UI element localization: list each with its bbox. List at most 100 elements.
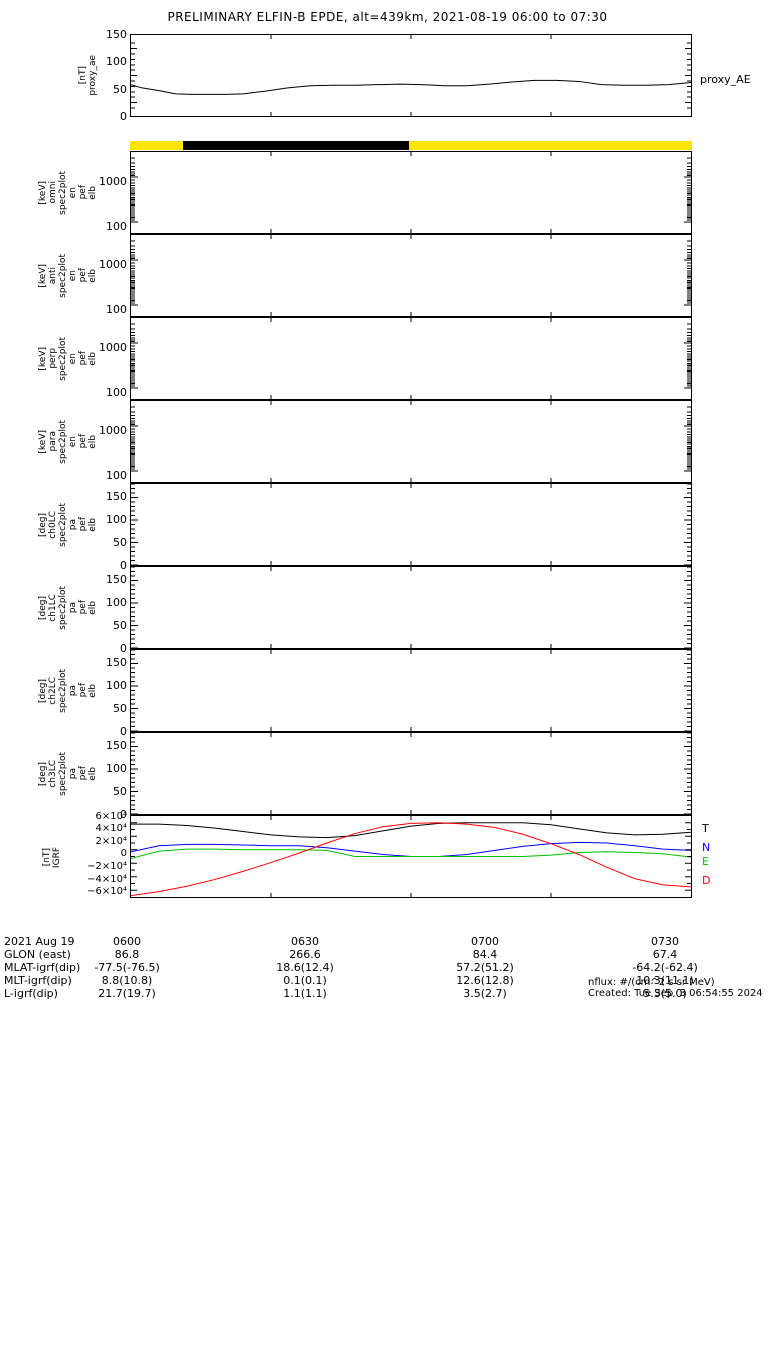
- ylabel-line: pa: [68, 601, 78, 614]
- footer-units: nflux: #/(cm^2 s sr MeV): [588, 977, 715, 988]
- proxy-ae-plot: [131, 35, 691, 116]
- ylabel-line: spec2plot: [58, 751, 68, 796]
- ylabel-line: perp: [48, 348, 58, 369]
- panel-axes: [131, 733, 691, 814]
- panel-en-omni: [130, 151, 692, 234]
- panel-label-proxy-ae: proxy_ae [nT]: [68, 33, 108, 118]
- ytick-label: 0: [120, 808, 127, 821]
- mlt-0630: 0.1(0.1): [283, 974, 327, 987]
- row-label-mlt: MLT-igrf(dip): [4, 974, 72, 987]
- page-title: PRELIMINARY ELFIN-B EPDE, alt=439km, 202…: [167, 10, 608, 24]
- row-label-glon: GLON (east): [4, 948, 71, 961]
- ytick-label: 50: [113, 619, 127, 632]
- data-availability-bar: [130, 141, 692, 150]
- ylabel-line: pa: [68, 767, 78, 780]
- legend-item-e: E: [702, 855, 709, 868]
- ylabel-line: pef: [78, 185, 88, 200]
- ylabel-line: en: [68, 352, 78, 365]
- ytick-label: 100: [106, 55, 127, 68]
- availability-segment: [130, 141, 183, 150]
- ylabel-line: omni: [48, 181, 58, 204]
- glon-0630: 266.6: [289, 948, 321, 961]
- series-igrf-t: [131, 822, 691, 839]
- l-0700: 3.5(2.7): [463, 987, 507, 1000]
- panel-axes: [131, 152, 691, 233]
- mlat-0600: -77.5(-76.5): [94, 961, 160, 974]
- ytick-label: 0: [120, 642, 127, 655]
- ylabel-line: ch3LC: [48, 759, 58, 788]
- ylabel-line: pef: [78, 434, 88, 449]
- ylabel-line: spec2plot: [58, 253, 68, 298]
- ylabel-line: pef: [78, 351, 88, 366]
- ylabel-line: [nT]: [42, 848, 52, 867]
- xtick-label-0630: 0630: [291, 935, 319, 948]
- mlt-0700: 12.6(12.8): [456, 974, 514, 987]
- ytick-label: 50: [113, 83, 127, 96]
- ylabel-line: [nT]: [78, 66, 88, 85]
- ytick-label: 1000: [99, 341, 127, 354]
- ylabel-line: [keV]: [38, 263, 48, 288]
- glon-0700: 84.4: [472, 948, 498, 961]
- legend-item-n: N: [702, 841, 711, 854]
- ylabel-line: pa: [68, 518, 78, 531]
- ylabel-line: [deg]: [38, 761, 48, 786]
- ylabel-line: [deg]: [38, 678, 48, 703]
- ylabel-line: IGRF: [52, 846, 62, 869]
- ytick-label: 100: [106, 220, 127, 233]
- ylabel-line: elb: [88, 351, 98, 366]
- series-igrf-d: [131, 822, 691, 897]
- ytick-label: 0: [120, 848, 127, 859]
- legend-item-d: D: [702, 874, 711, 887]
- ylabel-line: anti: [48, 266, 58, 285]
- ytick-label: −2×10⁴: [87, 861, 127, 872]
- ytick-label: 50: [113, 702, 127, 715]
- ytick-label: 150: [106, 573, 127, 586]
- glon-0730: 67.4: [652, 948, 678, 961]
- mlt-0730: 10.3(11.1): [636, 974, 694, 987]
- row-label-date: 2021 Aug 19: [4, 935, 75, 948]
- l-0730: 5.3(5.0): [643, 987, 687, 1000]
- ylabel-line: spec2plot: [58, 336, 68, 381]
- mlat-0700: 57.2(51.2): [456, 961, 514, 974]
- ylabel-line: elb: [88, 434, 98, 449]
- legend-item-t: T: [702, 822, 709, 835]
- ytick-label: 0: [120, 559, 127, 572]
- ytick-label: 100: [106, 469, 127, 482]
- mlat-0730: -64.2(-62.4): [632, 961, 698, 974]
- ytick-label: −6×10⁴: [87, 886, 127, 897]
- ytick-label: 100: [106, 679, 127, 692]
- panel-en-para: [130, 400, 692, 483]
- l-0630: 1.1(1.1): [283, 987, 327, 1000]
- xtick-label-0700: 0700: [471, 935, 499, 948]
- panel-axes: [131, 484, 691, 565]
- mlt-0600: 8.8(10.8): [101, 974, 153, 987]
- ylabel-line: [keV]: [38, 180, 48, 205]
- ytick-label: 50: [113, 785, 127, 798]
- ylabel-line: para: [48, 431, 58, 452]
- ylabel-line: spec2plot: [58, 585, 68, 630]
- ytick-label: 1000: [99, 175, 127, 188]
- ylabel-line: [keV]: [38, 429, 48, 454]
- ytick-label: 100: [106, 762, 127, 775]
- ylabel-line: spec2plot: [58, 419, 68, 464]
- ytick-label: 4×10⁴: [95, 823, 127, 834]
- panel-en-anti: [130, 234, 692, 317]
- l-0600: 21.7(19.7): [98, 987, 156, 1000]
- ylabel-line: ch0LC: [48, 510, 58, 539]
- panel-pa-ch0lc: [130, 483, 692, 566]
- ytick-label: 50: [113, 536, 127, 549]
- ytick-label: 6×10⁴: [95, 811, 127, 822]
- panel-pa-ch2lc: [130, 649, 692, 732]
- xtick-label-0730: 0730: [651, 935, 679, 948]
- ylabel-line: spec2plot: [58, 170, 68, 215]
- glon-0600: 86.8: [114, 948, 140, 961]
- row-label-l: L-igrf(dip): [4, 987, 58, 1000]
- ytick-label: −4×10⁴: [87, 874, 127, 885]
- ylabel-line: ch1LC: [48, 593, 58, 622]
- bottom-axis-table: 2021 Aug 19 GLON (east) MLAT-igrf(dip) M…: [4, 909, 764, 1014]
- row-label-mlat: MLAT-igrf(dip): [4, 961, 81, 974]
- ylabel-line: [deg]: [38, 595, 48, 620]
- ylabel-line: en: [68, 269, 78, 282]
- footer-created: Created: Tue Sep 3 06:54:55 2024: [588, 988, 763, 999]
- panel-axes: [131, 401, 691, 482]
